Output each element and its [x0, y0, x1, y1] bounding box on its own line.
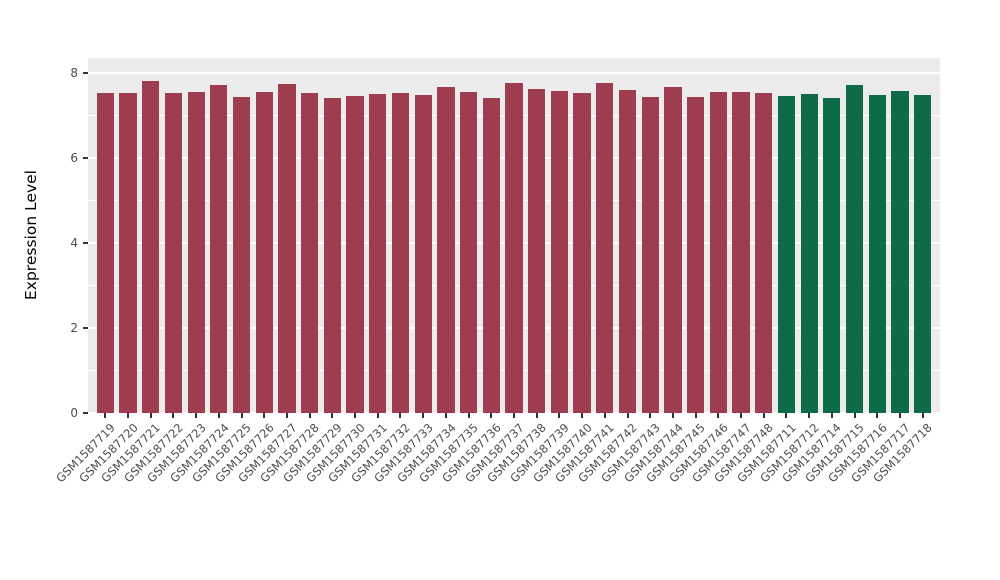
bar [868, 95, 886, 413]
bar [823, 98, 841, 413]
x-axis-tick [422, 413, 425, 418]
x-axis-tick [535, 413, 538, 418]
x-axis-tick [762, 413, 765, 418]
x-axis-tick [285, 413, 288, 418]
x-axis-tick [467, 413, 470, 418]
x-axis-tick [149, 413, 152, 418]
major-gridline [88, 71, 940, 74]
bar [618, 89, 637, 413]
bar [369, 94, 387, 413]
bar [255, 92, 273, 413]
x-axis-tick [490, 413, 493, 418]
x-axis-tick [626, 413, 629, 418]
bar [437, 87, 455, 413]
bar [142, 81, 160, 413]
x-axis-tick [376, 413, 379, 418]
bar [800, 94, 818, 413]
bar [845, 84, 864, 413]
bar [301, 92, 319, 413]
chart-panel [88, 58, 940, 414]
bar [119, 93, 137, 413]
x-axis-tick [399, 413, 402, 418]
x-axis-tick [263, 413, 266, 418]
bar [505, 83, 523, 413]
x-axis-tick [921, 413, 924, 418]
y-axis-tick [83, 156, 88, 159]
bar [414, 95, 432, 413]
bar [550, 91, 569, 413]
bar [709, 92, 727, 413]
bar [686, 97, 705, 413]
bar [573, 93, 591, 413]
x-axis-tick [104, 413, 107, 418]
x-axis-tick [717, 413, 720, 418]
y-tick-label: 8 [70, 65, 78, 80]
bar [528, 89, 546, 413]
x-axis-tick [785, 413, 788, 418]
x-axis-tick [195, 413, 198, 418]
x-axis-tick [898, 413, 901, 418]
bar [323, 97, 341, 413]
bar [482, 98, 500, 413]
x-axis-tick [127, 413, 130, 418]
x-axis-tick [581, 413, 584, 418]
y-tick-label: 0 [70, 406, 78, 420]
bar [596, 82, 614, 413]
y-tick-label: 6 [70, 150, 78, 165]
y-axis-tick [83, 412, 88, 414]
bar [391, 93, 410, 413]
x-axis-tick [649, 413, 652, 418]
bar [641, 97, 659, 413]
x-axis-tick [671, 413, 674, 418]
x-axis-tick [740, 413, 743, 418]
bar [96, 93, 114, 413]
bar [732, 92, 750, 413]
x-axis-tick [830, 413, 833, 418]
bar [459, 92, 478, 413]
bar [914, 95, 932, 413]
x-axis-tick [603, 413, 606, 418]
x-axis-tick [240, 413, 243, 418]
bar [232, 97, 251, 413]
y-tick-label: 4 [70, 235, 78, 250]
x-axis-tick [308, 413, 311, 418]
y-axis-title: Expression Level [22, 170, 40, 301]
x-axis-tick [331, 413, 334, 418]
bar [664, 87, 682, 413]
y-axis-tick [83, 326, 88, 329]
x-axis-tick [513, 413, 515, 418]
y-tick-label: 2 [70, 320, 78, 335]
y-axis-tick [83, 241, 88, 244]
bar [346, 95, 364, 413]
bar [187, 92, 205, 413]
x-axis-tick [354, 413, 357, 418]
bar [164, 92, 183, 413]
bar [777, 95, 796, 413]
x-axis-tick [876, 413, 879, 418]
x-axis-tick [808, 413, 811, 418]
x-axis-tick [217, 413, 220, 418]
x-axis-tick [694, 413, 697, 418]
x-axis-tick [853, 413, 856, 418]
bar [891, 91, 909, 413]
bar [278, 84, 296, 413]
y-axis-tick [83, 71, 88, 74]
bar [210, 84, 228, 413]
x-axis-tick [172, 413, 175, 418]
bar [755, 93, 773, 413]
x-axis-tick [444, 413, 447, 418]
x-axis-tick [558, 413, 561, 418]
